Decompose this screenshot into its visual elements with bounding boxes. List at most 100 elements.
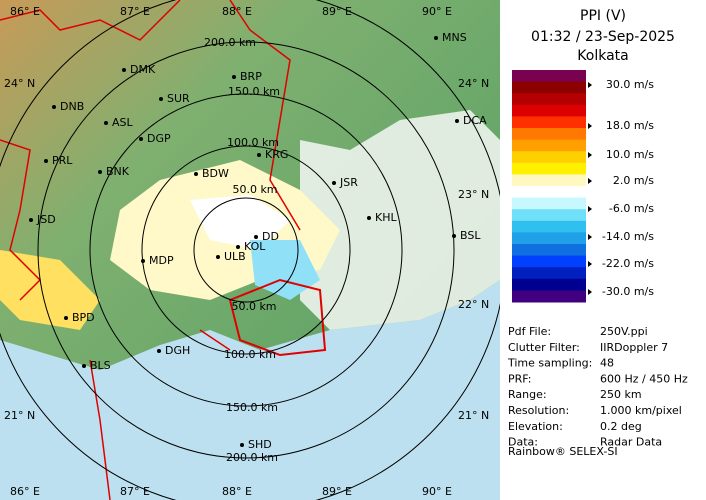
colorbar-arrow xyxy=(588,234,592,240)
station-label: MNS xyxy=(442,31,467,44)
lon-label: 89° E xyxy=(322,485,352,498)
station-dot xyxy=(257,153,261,157)
colorbar-band xyxy=(512,255,586,268)
coastline-sundarbans xyxy=(228,278,327,357)
colorbar-arrow xyxy=(588,152,592,158)
station-dot xyxy=(194,172,198,176)
ring-label: 200.0 km xyxy=(204,36,256,49)
colorbar-band xyxy=(512,220,586,233)
station-dot xyxy=(64,316,68,320)
title: PPI (V) xyxy=(580,8,626,24)
lon-label: 86° E xyxy=(10,5,40,18)
info-value: 1.000 km/pixel xyxy=(600,404,682,417)
station-label: KOL xyxy=(244,240,266,253)
station-label: BNK xyxy=(106,165,130,178)
colorbar-band xyxy=(512,186,586,199)
map xyxy=(0,0,507,500)
station-dot xyxy=(455,119,459,123)
station-label: PRL xyxy=(52,154,73,167)
lon-label: 87° E xyxy=(120,485,150,498)
info-key: PRF: xyxy=(508,372,531,385)
lon-label: 90° E xyxy=(422,485,452,498)
station-label: KRG xyxy=(265,148,288,161)
station-dot xyxy=(139,137,143,141)
ring-label: 100.0 km xyxy=(224,348,276,361)
colorbar-label: 10.0 m/s xyxy=(606,148,654,161)
info-key: Pdf File: xyxy=(508,325,551,338)
lat-label: 24° N xyxy=(4,77,35,90)
colorbar-band xyxy=(512,151,586,164)
boundaries xyxy=(0,0,301,500)
colorbar-band xyxy=(512,209,586,222)
ring-label: 150.0 km xyxy=(226,401,278,414)
station-label: ASL xyxy=(112,116,134,129)
station-dot xyxy=(216,255,220,259)
footer: Rainbow® SELEX-SI xyxy=(508,445,618,458)
station-label: JSD xyxy=(36,213,56,226)
colorbar-band xyxy=(512,139,586,152)
station-dot xyxy=(141,259,145,263)
colorbar-band xyxy=(512,197,586,210)
land-lowland xyxy=(300,110,500,330)
station-label: MDP xyxy=(149,254,174,267)
colorbar-label: -30.0 m/s xyxy=(602,285,654,298)
colorbar-arrow xyxy=(588,178,592,184)
info-key: Elevation: xyxy=(508,420,563,433)
station-dot xyxy=(104,121,108,125)
lon-label: 90° E xyxy=(422,5,452,18)
colorbar-arrow xyxy=(588,123,592,129)
colorbar-label: 18.0 m/s xyxy=(606,119,654,132)
colorbar-label: -6.0 m/s xyxy=(609,202,654,215)
info-key: Resolution: xyxy=(508,404,569,417)
lat-label: 22° N xyxy=(458,298,489,311)
colorbar-arrow xyxy=(588,261,592,267)
colorbar-arrow xyxy=(588,206,592,212)
ring xyxy=(141,145,351,355)
ring-label: 200.0 km xyxy=(226,451,278,464)
lon-label: 88° E xyxy=(222,5,252,18)
lon-label: 87° E xyxy=(120,5,150,18)
colorbar-band xyxy=(512,93,586,106)
info-value: 0.2 deg xyxy=(600,420,642,433)
colorbar-arrow xyxy=(588,82,592,88)
station-dot xyxy=(98,170,102,174)
lon-label: 89° E xyxy=(322,5,352,18)
echo-yellow xyxy=(0,250,100,330)
station-dot xyxy=(254,235,258,239)
ring-label: 50.0 km xyxy=(231,300,276,313)
station-dot xyxy=(159,97,163,101)
lat-label: 23° N xyxy=(458,188,489,201)
station-dot xyxy=(434,36,438,40)
colorbar-label: -14.0 m/s xyxy=(602,230,654,243)
colorbar-label: -22.0 m/s xyxy=(602,257,654,270)
station-dot xyxy=(232,75,236,79)
info-key: Clutter Filter: xyxy=(508,341,580,354)
info-value: 250 km xyxy=(600,388,642,401)
colorbar-band xyxy=(512,128,586,141)
info-key: Range: xyxy=(508,388,547,401)
info-key: Time sampling: xyxy=(507,357,592,370)
colorbar-band xyxy=(512,70,586,83)
station-dot xyxy=(332,181,336,185)
info-value: IIRDoppler 7 xyxy=(600,341,668,354)
station-label: JSR xyxy=(339,176,358,189)
info-value: 48 xyxy=(600,357,614,370)
station-label: DD xyxy=(262,230,279,243)
station-label: DGH xyxy=(165,344,190,357)
station: Kolkata xyxy=(577,48,628,64)
colorbar-band xyxy=(512,267,586,280)
colorbar-band xyxy=(512,81,586,94)
sea xyxy=(0,280,500,500)
station-label: ULB xyxy=(224,250,246,263)
station-dot xyxy=(82,364,86,368)
colorbar: 30.0 m/s 18.0 m/s 10.0 m/s 2.0 m/s -6.0 m/s -… xyxy=(512,70,654,303)
ring xyxy=(37,41,455,459)
station-label: BSL xyxy=(460,229,481,242)
colorbar-band xyxy=(512,290,586,303)
info-value: 600 Hz / 450 Hz xyxy=(600,372,688,385)
station-label: SHD xyxy=(248,438,272,451)
colorbar-band xyxy=(512,232,586,245)
colorbar-arrow xyxy=(588,289,592,295)
station-label: DGP xyxy=(147,132,171,145)
